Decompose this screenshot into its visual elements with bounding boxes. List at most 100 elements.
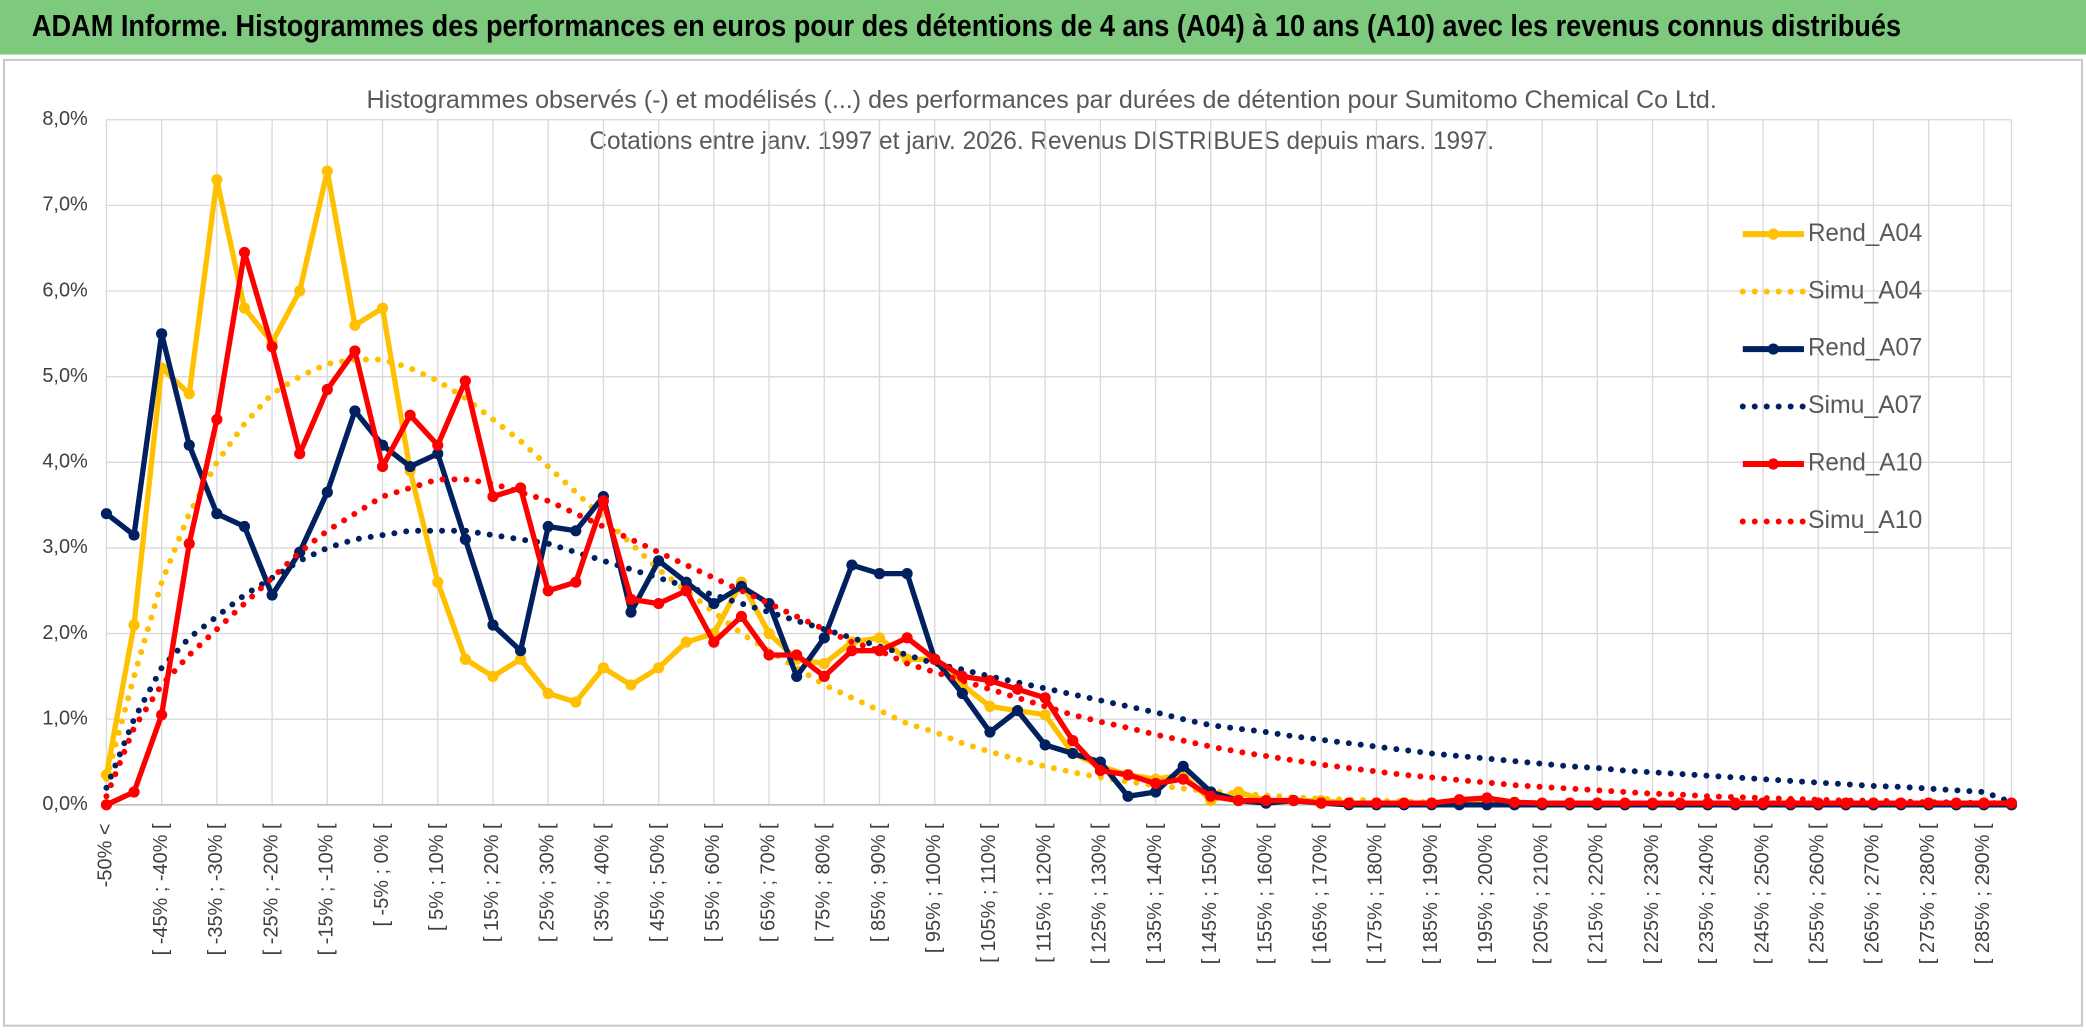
x-tick-label: [ 205% ; 210% [ (1530, 823, 1552, 964)
data-point (514, 645, 527, 657)
data-point (1067, 735, 1079, 747)
x-tick-label: [ 225% ; 230% [ (1641, 823, 1663, 964)
x-tick-label: [ 5% ; 10% [ (426, 823, 448, 931)
x-tick-label: [ 15% ; 20% [ (481, 823, 503, 942)
data-point (873, 632, 886, 644)
chart-subtitle: Cotations entre janv. 1997 et janv. 2026… (589, 127, 1494, 155)
x-tick-label: [ 185% ; 190% [ (1420, 823, 1442, 964)
x-tick-label: [ 45% ; 50% [ (647, 823, 669, 942)
data-point (1646, 797, 1659, 809)
data-point (459, 533, 471, 545)
data-point (128, 786, 140, 798)
data-point (542, 520, 554, 533)
x-tick-label: [ 35% ; 40% [ (592, 823, 614, 942)
data-point (653, 555, 665, 567)
data-point (1039, 692, 1051, 704)
data-point (1674, 797, 1686, 809)
data-point (294, 448, 306, 460)
data-point (100, 799, 113, 811)
x-tick-label: [ 55% ; 60% [ (702, 823, 724, 942)
data-point (901, 568, 913, 580)
y-tick-label: 5,0% (42, 365, 88, 387)
data-point (1122, 790, 1134, 802)
data-point (1619, 797, 1631, 809)
x-tick-label: [ 95% ; 100% [ (923, 823, 945, 953)
legend-label: Simu_A04 (1808, 276, 1922, 304)
data-point (238, 246, 251, 259)
data-point (1150, 786, 1162, 798)
x-tick-label: [ 125% ; 130% [ (1089, 823, 1111, 964)
data-point (1785, 797, 1797, 809)
data-point (1315, 797, 1327, 809)
data-point (487, 619, 499, 631)
data-point (873, 568, 886, 580)
data-point (1288, 794, 1300, 807)
y-tick-label: 3,0% (42, 536, 88, 558)
data-point (653, 598, 665, 610)
data-point (1205, 790, 1217, 802)
data-point (432, 448, 444, 460)
data-point (542, 585, 554, 597)
data-point (1177, 760, 1189, 772)
data-point (211, 174, 223, 186)
data-point (901, 632, 913, 644)
x-tick-label: [ 75% ; 80% [ (813, 823, 835, 942)
data-point (680, 636, 692, 648)
data-point (1481, 792, 1493, 804)
x-tick-label: [ 65% ; 70% [ (757, 823, 779, 942)
y-tick-label: 7,0% (42, 194, 88, 216)
data-point (1150, 777, 1162, 790)
x-tick-label: [ -35% ; -30% [ (205, 823, 227, 955)
data-point (211, 508, 223, 520)
x-tick-label: [ 275% ; 280% [ (1917, 823, 1939, 964)
data-point (156, 709, 168, 721)
data-point (1094, 765, 1106, 777)
data-point (1260, 794, 1272, 807)
data-point (321, 383, 333, 396)
data-point (404, 460, 416, 473)
data-point (597, 662, 609, 674)
data-point (1039, 709, 1051, 721)
y-tick-label: 2,0% (42, 622, 88, 644)
data-point (1122, 769, 1134, 781)
data-point (183, 388, 195, 400)
data-point (1536, 797, 1548, 809)
data-point (349, 405, 361, 417)
data-point (487, 670, 499, 682)
x-tick-label: [ 285% ; 290% [ (1972, 823, 1994, 964)
x-tick-label: [ 175% ; 180% [ (1365, 823, 1387, 964)
data-point (156, 328, 168, 340)
x-tick-label: [ 215% ; 220% [ (1586, 823, 1608, 964)
y-tick-label: 0,0% (42, 793, 88, 815)
data-point (653, 662, 665, 674)
data-point (1067, 747, 1079, 760)
data-point (1702, 797, 1714, 809)
data-point (708, 636, 720, 648)
data-point (625, 593, 637, 605)
x-tick-label: [ 85% ; 90% [ (868, 823, 890, 942)
x-tick-label: [ 265% ; 270% [ (1862, 823, 1884, 964)
series-line (105, 249, 2012, 808)
data-point (321, 486, 333, 498)
y-tick-label: 1,0% (42, 707, 88, 729)
data-point (183, 538, 195, 550)
x-tick-label: [ 145% ; 150% [ (1199, 823, 1221, 964)
data-point (818, 670, 830, 682)
header-bar (0, 0, 2086, 55)
data-point (680, 585, 692, 597)
x-tick-label: [ 165% ; 170% [ (1310, 823, 1332, 964)
x-tick-label: [ 195% ; 200% [ (1475, 823, 1497, 964)
data-point (1453, 794, 1465, 806)
data-point (1564, 797, 1576, 809)
data-point (128, 619, 140, 631)
data-point (625, 606, 637, 618)
data-point (625, 679, 637, 691)
data-point (404, 409, 416, 421)
y-tick-label: 6,0% (42, 279, 88, 301)
data-point (708, 598, 720, 610)
x-tick-label: [ 155% ; 160% [ (1254, 823, 1276, 964)
data-point (929, 653, 941, 665)
data-point (238, 520, 251, 533)
